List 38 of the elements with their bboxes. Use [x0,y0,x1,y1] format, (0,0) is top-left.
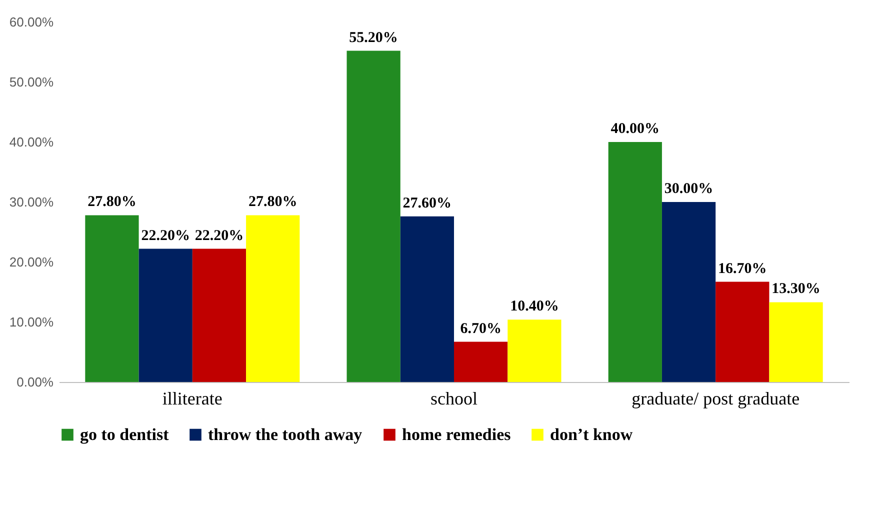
data-label: 27.80% [248,194,298,210]
data-label: 22.20% [141,228,190,244]
data-label: 27.60% [402,195,452,212]
bar [508,320,562,382]
bar [138,248,192,382]
bar [246,215,300,382]
legend-label: throw the tooth away [208,424,363,444]
y-tick-label: 40.00% [9,134,54,150]
bar [400,216,454,382]
y-tick-label: 20.00% [9,254,54,270]
x-tick-label: school [430,388,478,408]
data-label: 16.70% [718,260,767,277]
data-label: 6.70% [460,320,502,337]
y-tick-label: 10.00% [9,314,54,330]
legend-label: go to dentist [80,424,170,444]
x-tick-label: illiterate [162,388,222,408]
x-tick-label: graduate/ post graduate [632,388,800,408]
data-label: 55.20% [349,30,398,46]
y-tick-label: 50.00% [9,74,54,90]
data-label: 10.40% [510,298,559,315]
data-label: 30.00% [664,181,714,197]
legend-label: home remedies [402,424,512,444]
bar [716,282,770,382]
data-label: 22.20% [194,228,244,244]
bar [608,142,662,382]
y-tick-label: 30.00% [9,194,54,210]
bar [85,215,139,382]
bar [769,302,823,382]
y-tick-label: 60.00% [9,14,54,30]
bar [346,50,400,382]
data-label: 27.80% [88,194,136,210]
bar [454,342,508,382]
bar [192,248,246,382]
y-tick-label: 0.00% [16,374,54,390]
legend-label: don’t know [550,424,634,444]
data-label: 13.30% [772,281,820,298]
data-label: 40.00% [610,121,660,137]
bar [662,202,716,382]
